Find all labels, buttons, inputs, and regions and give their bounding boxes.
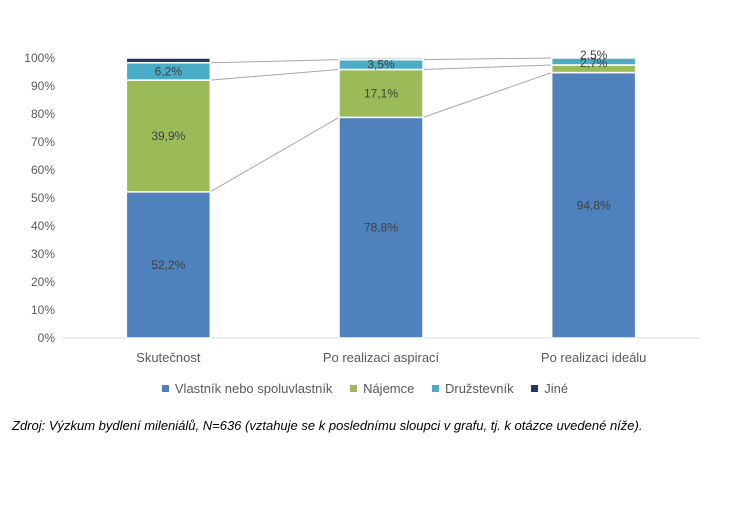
data-label: 94,8% bbox=[577, 198, 611, 212]
data-label: 2,5% bbox=[580, 48, 608, 62]
legend-swatch-tenant bbox=[350, 385, 358, 392]
legend-label-cooperative: Družstevník bbox=[444, 381, 514, 396]
data-label: 39,9% bbox=[151, 129, 185, 143]
stacked-bar-chart: 0% 10% 20% 30% 40% 50% 60% 70% 80% 90% 100% Skutečn… bbox=[24, 48, 700, 365]
bar-jine-skutecnost bbox=[125, 57, 212, 64]
bar-druzstevnik-po-realizaci-idealu bbox=[550, 57, 637, 66]
legend-item-tenant: Nájemce bbox=[350, 381, 414, 396]
data-label: 6,2% bbox=[155, 64, 183, 78]
y-tick-label: 60% bbox=[31, 163, 55, 177]
legend-swatch-cooperative bbox=[431, 385, 439, 392]
legend-swatch-other bbox=[531, 385, 539, 392]
data-label: 78,8% bbox=[364, 221, 398, 235]
series-line bbox=[210, 68, 340, 81]
data-label: 52,2% bbox=[151, 258, 185, 272]
bar-jine-po-realizaci-aspiraci bbox=[338, 57, 424, 61]
legend-swatch-owner bbox=[161, 385, 169, 392]
series-line bbox=[422, 64, 552, 70]
data-label: 17,1% bbox=[364, 86, 398, 100]
y-tick-label: 70% bbox=[31, 135, 55, 149]
series-line bbox=[210, 116, 340, 193]
y-tick-label: 80% bbox=[31, 107, 55, 121]
y-tick-label: 10% bbox=[31, 303, 55, 317]
data-label: 3,5% bbox=[367, 58, 395, 72]
bar-vlastnik-nebo-spoluvlastnik-po-realizaci-idealu bbox=[550, 71, 637, 339]
bar-vlastnik-nebo-spoluvlastnik-po-realizaci-aspiraci bbox=[338, 116, 424, 339]
legend-item-cooperative: Družstevník bbox=[431, 381, 514, 396]
y-tick-label: 90% bbox=[31, 79, 55, 93]
series-line bbox=[210, 59, 340, 64]
chart-legend: Vlastník nebo spoluvlastník Nájemce Druž… bbox=[0, 380, 730, 396]
y-tick-label: 50% bbox=[31, 191, 55, 205]
source-note: Zdroj: Výzkum bydlení mileniálů, N=636 (… bbox=[12, 418, 643, 433]
series-line bbox=[422, 57, 552, 61]
x-category-label: Po realizaci aspirací bbox=[323, 350, 440, 365]
data-label: 2,7% bbox=[580, 56, 608, 70]
legend-label-other: Jiné bbox=[544, 381, 569, 396]
y-tick-label: 40% bbox=[31, 219, 55, 233]
y-tick-label: 20% bbox=[31, 275, 55, 289]
legend-item-other: Jiné bbox=[531, 381, 568, 396]
y-tick-label: 30% bbox=[31, 247, 55, 261]
x-category-label: Skutečnost bbox=[136, 350, 201, 365]
bar-vlastnik-nebo-spoluvlastnik-skutecnost bbox=[125, 191, 212, 339]
bar-najemce-po-realizaci-aspiraci bbox=[338, 68, 424, 119]
legend-label-owner: Vlastník nebo spoluvlastník bbox=[174, 381, 333, 396]
x-category-label: Po realizaci ideálu bbox=[541, 350, 647, 365]
bar-najemce-skutecnost bbox=[125, 79, 212, 193]
legend-label-tenant: Nájemce bbox=[363, 381, 415, 396]
series-line bbox=[422, 72, 552, 118]
y-tick-label: 100% bbox=[24, 51, 55, 65]
legend-item-owner: Vlastník nebo spoluvlastník bbox=[161, 381, 333, 396]
y-tick-label: 0% bbox=[38, 331, 56, 345]
